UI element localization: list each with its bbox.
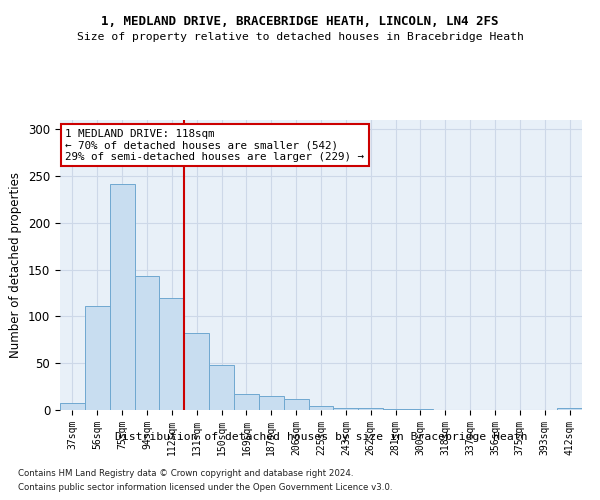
Bar [110,184,134,410]
Bar [308,406,334,410]
Bar [383,409,408,410]
Text: Contains public sector information licensed under the Open Government Licence v3: Contains public sector information licen… [18,484,392,492]
Bar [209,365,234,410]
Bar [334,408,358,410]
Text: Distribution of detached houses by size in Bracebridge Heath: Distribution of detached houses by size … [115,432,527,442]
Bar [259,396,284,410]
Text: Size of property relative to detached houses in Bracebridge Heath: Size of property relative to detached ho… [77,32,523,42]
Bar [60,404,85,410]
Bar [85,306,110,410]
Bar [184,334,209,410]
Text: 1, MEDLAND DRIVE, BRACEBRIDGE HEATH, LINCOLN, LN4 2FS: 1, MEDLAND DRIVE, BRACEBRIDGE HEATH, LIN… [101,15,499,28]
Bar [134,276,160,410]
Y-axis label: Number of detached properties: Number of detached properties [10,172,22,358]
Text: Contains HM Land Registry data © Crown copyright and database right 2024.: Contains HM Land Registry data © Crown c… [18,468,353,477]
Bar [358,408,383,410]
Bar [234,394,259,410]
Bar [408,409,433,410]
Bar [160,298,184,410]
Bar [284,399,308,410]
Text: 1 MEDLAND DRIVE: 118sqm
← 70% of detached houses are smaller (542)
29% of semi-d: 1 MEDLAND DRIVE: 118sqm ← 70% of detache… [65,128,364,162]
Bar [557,408,582,410]
